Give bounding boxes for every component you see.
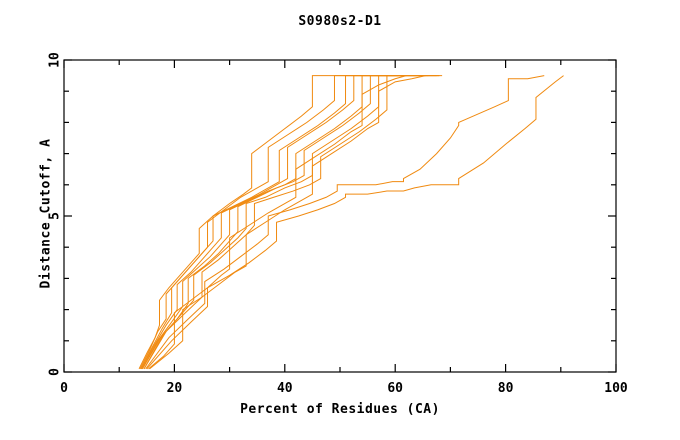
series-line	[145, 75, 545, 370]
x-axis-tick-labels: 0 20 40 60 80 100	[60, 381, 628, 396]
series-line	[139, 75, 407, 370]
x-tick-label: 100	[604, 381, 628, 396]
x-axis-ticks	[63, 60, 617, 372]
x-tick-label: 60	[387, 381, 403, 396]
plot-border	[63, 59, 617, 373]
series-line	[141, 75, 440, 370]
axis-frame	[63, 59, 617, 373]
x-tick-label: 80	[498, 381, 514, 396]
x-tick-label: 0	[60, 381, 68, 396]
series-line	[146, 75, 564, 370]
data-series-group	[138, 75, 564, 370]
series-line	[148, 75, 407, 370]
y-tick-label: 10	[48, 52, 63, 68]
page-title: S0980s2-D1	[298, 14, 382, 29]
x-axis-label: Percent of Residues (CA)	[240, 402, 440, 417]
x-tick-label: 40	[277, 381, 293, 396]
y-axis-tick-labels: 0 5 10	[48, 52, 63, 376]
x-tick-label: 20	[167, 381, 183, 396]
series-line	[143, 75, 437, 370]
y-axis-ticks	[64, 59, 616, 373]
y-tick-label: 5	[48, 212, 63, 220]
series-line	[143, 75, 443, 370]
y-tick-label: 0	[48, 368, 63, 376]
series-line	[141, 75, 440, 370]
series-line	[140, 75, 429, 370]
series-line	[149, 75, 426, 370]
